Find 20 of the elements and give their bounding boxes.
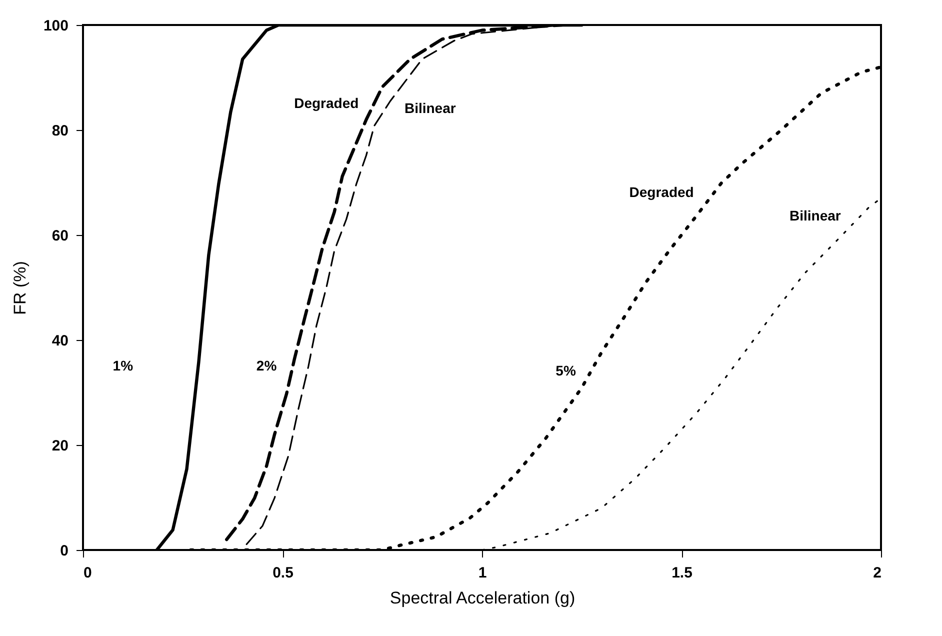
annotation: Bilinear — [404, 100, 456, 116]
annotation: 5% — [556, 362, 576, 378]
y-tick-label: 0 — [60, 542, 68, 560]
x-tick-label: 0 — [84, 564, 92, 582]
x-axis-title: Spectral Acceleration (g) — [390, 588, 576, 608]
x-tick-label: 0.5 — [272, 564, 294, 582]
y-tick-label: 40 — [52, 332, 68, 350]
annotation: 1% — [112, 357, 134, 374]
y-axis-title: FR (%) — [10, 261, 30, 315]
x-tick-label: 2 — [873, 564, 882, 582]
y-tick-label: 20 — [52, 438, 68, 454]
x-tick-label: 1.5 — [672, 564, 692, 582]
y-tick-label: 80 — [52, 122, 68, 140]
y-tick-label: 100 — [43, 18, 68, 34]
x-tick-label: 1 — [478, 564, 487, 582]
annotation: Bilinear — [789, 208, 842, 224]
annotation: Degraded — [294, 94, 359, 111]
annotation: Degraded — [629, 184, 694, 200]
annotation: 2% — [256, 357, 278, 374]
y-tick-label: 60 — [52, 228, 68, 244]
